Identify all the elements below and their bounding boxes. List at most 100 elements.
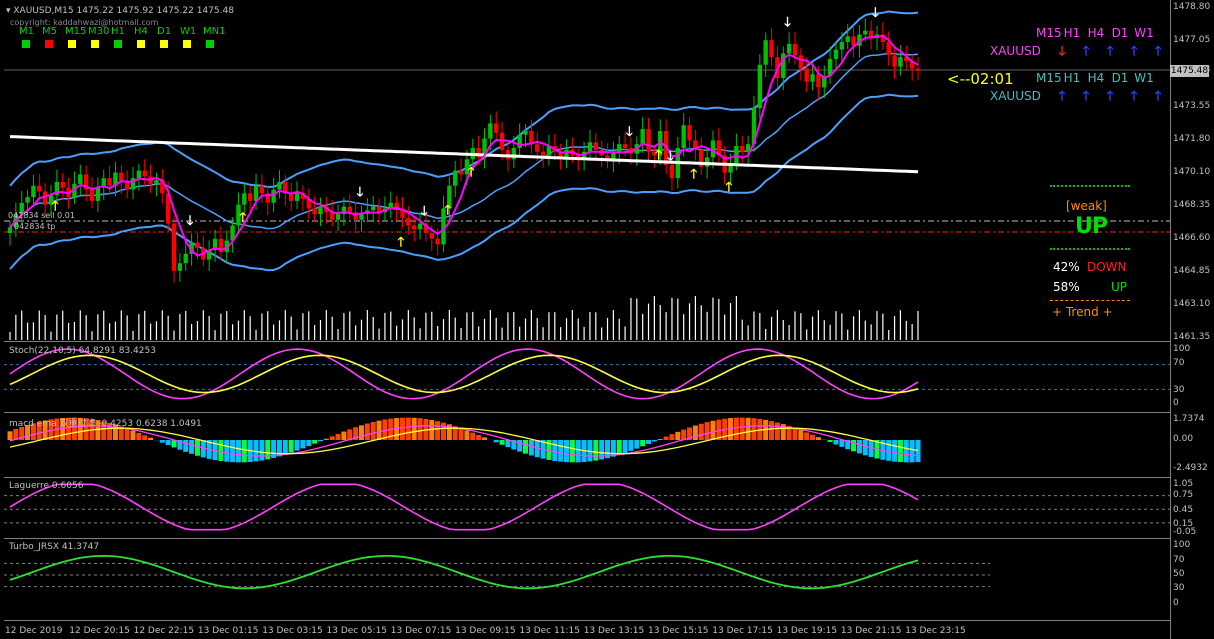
candle-body bbox=[37, 185, 42, 192]
candle-body bbox=[535, 144, 540, 152]
candle-body bbox=[827, 59, 833, 77]
macd-bar bbox=[716, 419, 722, 440]
laguerre-level: 0.75 bbox=[1173, 490, 1194, 500]
macd-bar bbox=[417, 418, 423, 440]
macd-bar bbox=[118, 426, 124, 440]
macd-bar bbox=[710, 420, 716, 440]
candle-body bbox=[716, 140, 722, 156]
macd-bar bbox=[634, 440, 640, 449]
macd-bar bbox=[30, 423, 36, 440]
macd-bar bbox=[745, 417, 751, 440]
candle-body bbox=[329, 212, 335, 220]
arrow-up-icon: 🡑 bbox=[1106, 89, 1114, 104]
trend-label: + Trend + bbox=[1052, 305, 1113, 319]
candle-body bbox=[236, 204, 241, 226]
sell-arrow-icon: 🡓 bbox=[421, 204, 428, 219]
stoch-level: 100 bbox=[1173, 344, 1191, 354]
candle-body bbox=[353, 212, 358, 220]
macd-histogram bbox=[7, 417, 921, 463]
candle-body bbox=[892, 55, 897, 67]
sell-arrow-icon: 🡓 bbox=[187, 213, 194, 228]
mtf-status-square bbox=[160, 40, 168, 48]
candle-body bbox=[886, 42, 891, 56]
buy-arrow-icon: 🡑 bbox=[726, 180, 733, 195]
candle-body bbox=[60, 181, 65, 188]
macd-bar bbox=[868, 440, 874, 458]
time-tick: 13 Dec 13:15 bbox=[583, 626, 645, 636]
candle-body bbox=[253, 185, 259, 201]
order-tp-label: 042834 tp bbox=[14, 222, 56, 231]
macd-bar bbox=[628, 440, 634, 451]
macd-bar bbox=[370, 421, 376, 440]
macd-bar bbox=[218, 440, 224, 462]
mtf-timeframes: M1 M5 M15 M30 H1 H4 D1 W1 MN1 bbox=[19, 26, 226, 37]
candle-body bbox=[189, 242, 194, 254]
macd-bar bbox=[25, 425, 31, 440]
candle-body bbox=[482, 138, 487, 158]
macd-level: -2.4932 bbox=[1173, 463, 1208, 473]
macd-bar bbox=[271, 440, 277, 458]
macd-bar bbox=[651, 440, 657, 442]
turbo-title: Turbo_JRSX 41.3747 bbox=[9, 542, 100, 552]
mtf-status-square bbox=[137, 40, 145, 48]
turbo-signal-line bbox=[9, 554, 919, 590]
candle-body bbox=[640, 129, 645, 145]
candle-body bbox=[909, 60, 915, 69]
time-tick: 13 Dec 23:15 bbox=[905, 626, 966, 636]
arrow-up-icon: 🡑 bbox=[1154, 44, 1162, 59]
pane-separator bbox=[4, 538, 1170, 539]
candle-body bbox=[306, 199, 311, 209]
pane-separator bbox=[4, 341, 1170, 342]
mtf-status-square bbox=[183, 40, 191, 48]
turbo-level: 0 bbox=[1173, 598, 1179, 608]
trend-arrows-row2: 🡑 🡑 🡑 🡑 🡑 bbox=[1050, 87, 1170, 109]
macd-bar bbox=[177, 440, 183, 450]
candle-body bbox=[857, 34, 862, 46]
macd-bar bbox=[276, 440, 282, 457]
laguerre-level: -0.05 bbox=[1173, 527, 1197, 537]
candle-body bbox=[441, 208, 446, 245]
macd-bar bbox=[599, 440, 605, 460]
macd-signal-line bbox=[9, 427, 919, 455]
candle-body bbox=[318, 206, 323, 215]
candle-body bbox=[54, 181, 60, 196]
candle-body bbox=[7, 227, 13, 234]
macd-bar bbox=[42, 420, 48, 440]
candle-body bbox=[230, 225, 235, 241]
macd-bar bbox=[382, 419, 388, 440]
candle-body bbox=[447, 185, 452, 209]
macd-bar bbox=[774, 422, 780, 440]
macd-bar bbox=[552, 440, 558, 461]
macd-bar bbox=[312, 440, 318, 444]
candle-body bbox=[740, 146, 745, 152]
candle-body bbox=[435, 238, 440, 245]
price-tick: 1470.10 bbox=[1173, 166, 1211, 177]
macd-bar bbox=[903, 440, 909, 463]
candle-body bbox=[710, 140, 716, 158]
candle-body bbox=[593, 142, 599, 150]
candle-body bbox=[347, 206, 352, 213]
moving-averages bbox=[9, 34, 919, 257]
buy-arrow-icon: 🡑 bbox=[690, 167, 697, 182]
macd-bar bbox=[159, 440, 165, 443]
candle-body bbox=[78, 174, 83, 184]
price-tick: 1478.80 bbox=[1173, 2, 1211, 12]
candle-body bbox=[288, 193, 294, 201]
buy-arrow-icon: 🡑 bbox=[444, 203, 451, 218]
macd-bar bbox=[505, 440, 511, 448]
macd-bar bbox=[587, 440, 593, 462]
macd-bar bbox=[804, 432, 810, 440]
arrow-up-icon: 🡑 bbox=[1130, 44, 1138, 59]
macd-bar bbox=[265, 440, 271, 460]
macd-bar bbox=[458, 428, 464, 440]
time-tick: 12 Dec 20:15 bbox=[69, 626, 130, 636]
macd-bar bbox=[698, 423, 704, 440]
mtf-label: W1 bbox=[180, 26, 197, 37]
candle-body bbox=[816, 74, 821, 88]
macd-bar bbox=[300, 440, 306, 449]
candle-body bbox=[119, 172, 124, 182]
macd-bar bbox=[7, 431, 13, 440]
candle-body bbox=[72, 183, 77, 198]
macd-bar bbox=[323, 438, 329, 440]
